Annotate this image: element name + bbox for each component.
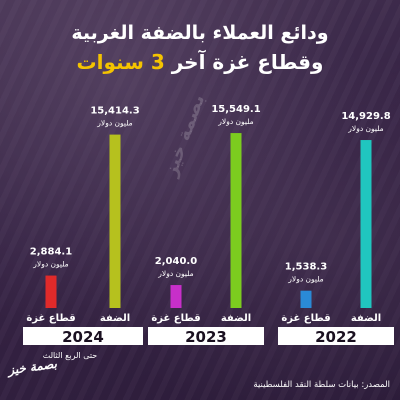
title-line2-prefix: وقطاع غزة آخر <box>171 50 324 74</box>
bar-unit-label: مليون دولار <box>287 275 323 284</box>
bar-unit-label: مليون دولار <box>96 119 132 128</box>
bar-unit-label: مليون دولار <box>217 117 253 126</box>
source-note: المصدر: بيانات سلطة النقد الفلسطينية <box>253 380 390 390</box>
bar-2023-gaza <box>170 285 182 308</box>
chart-title-line2: وقطاع غزة آخر 3 سنوات <box>0 50 400 74</box>
note-third-quarter: حتى الربع الثالث <box>42 351 98 360</box>
bar-unit-label: مليون دولار <box>157 269 193 278</box>
year-band-2024 <box>23 327 143 345</box>
year-band-2022 <box>278 327 394 345</box>
bar-value-label: 14,929.8 <box>341 111 390 122</box>
bar-2023-westbank <box>230 133 242 308</box>
bar-value-label: 2,040.0 <box>155 256 197 267</box>
category-label: الضفة <box>221 313 251 324</box>
bar-unit-label: مليون دولار <box>32 260 68 269</box>
bar-2024-westbank <box>109 134 121 308</box>
bar-value-label: 15,414.3 <box>90 106 139 117</box>
category-label: قطاع غزة <box>281 313 330 324</box>
bar-2024-gaza <box>45 275 57 308</box>
category-label: الضفة <box>351 313 381 324</box>
bar-value-label: 1,538.3 <box>285 262 327 273</box>
category-label: الضفة <box>100 313 130 324</box>
bar-2022-gaza <box>300 290 312 308</box>
bar-2022-westbank <box>360 140 372 308</box>
category-label: قطاع غزة <box>26 313 75 324</box>
chart-title-line1: ودائع العملاء بالضفة الغربية <box>71 22 329 44</box>
year-label: 2022 <box>315 328 357 346</box>
category-label: قطاع غزة <box>151 313 200 324</box>
bar-unit-label: مليون دولار <box>347 124 383 133</box>
year-label: 2023 <box>185 328 227 346</box>
bar-value-label: 15,549.1 <box>211 104 260 115</box>
year-label: 2024 <box>62 328 104 346</box>
title-line2-highlight: 3 سنوات <box>76 50 165 74</box>
year-band-2023 <box>148 327 264 345</box>
bar-value-label: 2,884.1 <box>30 247 72 258</box>
